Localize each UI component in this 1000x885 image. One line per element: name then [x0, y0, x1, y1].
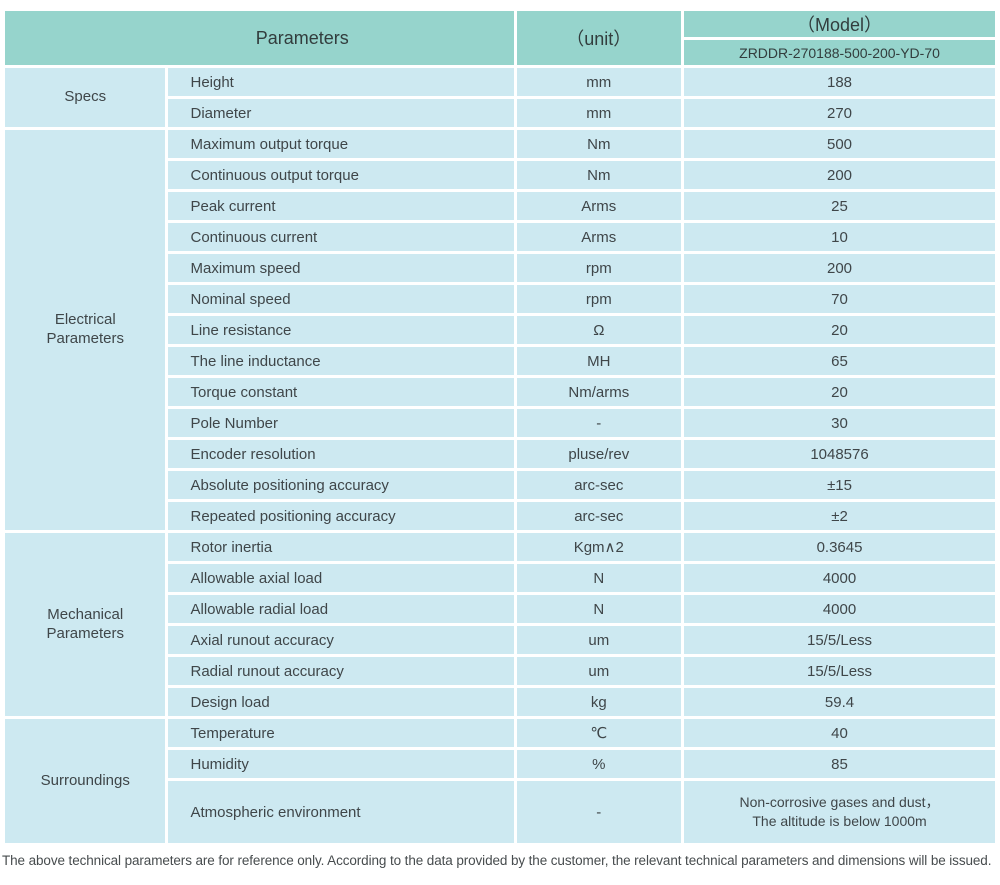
parameter-name: Continuous current: [168, 223, 514, 251]
parameter-name: Torque constant: [168, 378, 514, 406]
parameter-name: Peak current: [168, 192, 514, 220]
parameter-value: ±15: [684, 471, 995, 499]
parameter-value: 40: [684, 719, 995, 747]
parameter-name: The line inductance: [168, 347, 514, 375]
parameter-name: Encoder resolution: [168, 440, 514, 468]
parameter-unit: N: [516, 595, 682, 623]
parameter-unit: MH: [516, 347, 682, 375]
parameter-unit: Nm: [516, 130, 682, 158]
parameter-name: Rotor inertia: [168, 533, 514, 561]
header-parameters: Parameters: [5, 11, 514, 65]
section-label: Mechanical Parameters: [5, 533, 166, 716]
parameter-value: 4000: [684, 564, 995, 592]
parameter-name: Height: [168, 68, 514, 96]
parameter-unit: N: [516, 564, 682, 592]
parameter-unit: -: [516, 781, 682, 843]
section-label: Electrical Parameters: [5, 130, 166, 530]
footnote: The above technical parameters are for r…: [2, 853, 992, 868]
parameter-unit: -: [516, 409, 682, 437]
parameter-unit: mm: [516, 99, 682, 127]
parameter-name: Allowable radial load: [168, 595, 514, 623]
parameter-name: Repeated positioning accuracy: [168, 502, 514, 530]
parameter-unit: rpm: [516, 285, 682, 313]
parameter-value: 20: [684, 316, 995, 344]
parameter-name: Axial runout accuracy: [168, 626, 514, 654]
parameter-name: Radial runout accuracy: [168, 657, 514, 685]
parameter-value: 4000: [684, 595, 995, 623]
parameter-unit: Nm: [516, 161, 682, 189]
parameter-value: 0.3645: [684, 533, 995, 561]
parameter-name: Diameter: [168, 99, 514, 127]
parameter-unit: mm: [516, 68, 682, 96]
table-body: Specs Height mm 188 Diameter mm 270 Electrical …: [5, 68, 995, 843]
parameter-value: 70: [684, 285, 995, 313]
parameter-value: 65: [684, 347, 995, 375]
parameter-value: 59.4: [684, 688, 995, 716]
parameters-table: Parameters （unit） （Model） ZRDDR-270188-5…: [2, 8, 998, 846]
parameter-name: Continuous output torque: [168, 161, 514, 189]
parameter-value: 1048576: [684, 440, 995, 468]
parameter-unit: arc-sec: [516, 502, 682, 530]
parameter-unit: Arms: [516, 223, 682, 251]
parameter-unit: Kgm∧2: [516, 533, 682, 561]
parameter-name: Maximum output torque: [168, 130, 514, 158]
parameter-name: Humidity: [168, 750, 514, 778]
parameter-value: ±2: [684, 502, 995, 530]
parameter-value: 30: [684, 409, 995, 437]
parameter-unit: %: [516, 750, 682, 778]
parameter-value: 188: [684, 68, 995, 96]
parameter-unit: um: [516, 626, 682, 654]
parameter-name: Line resistance: [168, 316, 514, 344]
parameter-unit: kg: [516, 688, 682, 716]
header-model-code: ZRDDR-270188-500-200-YD-70: [684, 40, 995, 65]
parameter-value: 270: [684, 99, 995, 127]
parameter-value: 15/5/Less: [684, 626, 995, 654]
parameter-unit: um: [516, 657, 682, 685]
parameter-unit: pluse/rev: [516, 440, 682, 468]
parameter-value: 500: [684, 130, 995, 158]
parameter-unit: arc-sec: [516, 471, 682, 499]
parameter-name: Atmospheric environment: [168, 781, 514, 843]
header-model: （Model）: [684, 11, 995, 37]
parameter-unit: Ω: [516, 316, 682, 344]
parameter-name: Allowable axial load: [168, 564, 514, 592]
parameter-value: Non-corrosive gases and dust， The altitu…: [684, 781, 995, 843]
parameter-unit: rpm: [516, 254, 682, 282]
header-unit: （unit）: [516, 11, 682, 65]
parameter-value: 25: [684, 192, 995, 220]
parameter-name: Pole Number: [168, 409, 514, 437]
section-label: Specs: [5, 68, 166, 127]
parameter-name: Absolute positioning accuracy: [168, 471, 514, 499]
parameter-unit: Nm/arms: [516, 378, 682, 406]
parameter-value: 85: [684, 750, 995, 778]
section-label: Surroundings: [5, 719, 166, 843]
table-header: Parameters （unit） （Model） ZRDDR-270188-5…: [5, 11, 995, 65]
parameter-value: 15/5/Less: [684, 657, 995, 685]
parameter-value: 10: [684, 223, 995, 251]
parameter-name: Design load: [168, 688, 514, 716]
parameter-value: 200: [684, 254, 995, 282]
parameter-unit: Arms: [516, 192, 682, 220]
parameter-unit: ℃: [516, 719, 682, 747]
parameter-value: 200: [684, 161, 995, 189]
parameter-name: Nominal speed: [168, 285, 514, 313]
parameter-value: 20: [684, 378, 995, 406]
parameter-name: Temperature: [168, 719, 514, 747]
parameter-name: Maximum speed: [168, 254, 514, 282]
